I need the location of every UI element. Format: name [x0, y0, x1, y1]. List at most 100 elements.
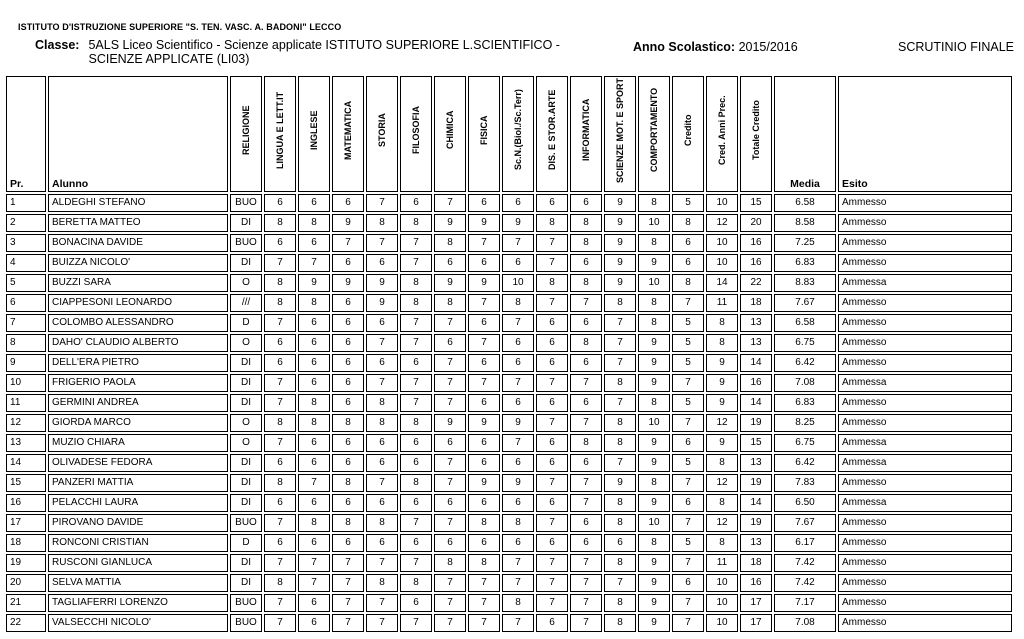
cell-inglese: 8 — [298, 414, 330, 432]
cell-fisica: 6 — [468, 354, 500, 372]
cell-media: 7.67 — [774, 294, 836, 312]
school-name-header: ISTITUTO D'ISTRUZIONE SUPERIORE "S. TEN.… — [18, 22, 342, 32]
cell-credito: 7 — [672, 594, 704, 612]
cell-pr: 5 — [6, 274, 46, 292]
student-row: 3 BONACINA DAVIDE BUO 6 6 7 7 7 8 7 7 7 8 9 8 6 10 16 7.25… — [6, 234, 1012, 252]
cell-esito: Ammessa — [838, 434, 1012, 452]
cell-fisica: 7 — [468, 234, 500, 252]
cell-pr: 12 — [6, 414, 46, 432]
column-header-label-storia: STORIA — [377, 113, 387, 147]
cell-scienze-mot-e-sport: 7 — [604, 454, 636, 472]
cell-alunno: FRIGERIO PAOLA — [48, 374, 228, 392]
cell-filosofia: 7 — [400, 254, 432, 272]
cell-informatica: 6 — [570, 314, 602, 332]
cell-storia: 8 — [366, 394, 398, 412]
cell-chimica: 9 — [434, 214, 466, 232]
cell-alunno: RUSCONI GIANLUCA — [48, 554, 228, 572]
cell-media: 6.17 — [774, 534, 836, 552]
cell-scienze-mot-e-sport: 8 — [604, 434, 636, 452]
cell-comportamento: 8 — [638, 194, 670, 212]
cell-credito: 6 — [672, 574, 704, 592]
cell-filosofia: 6 — [400, 494, 432, 512]
cell-religione: BUO — [230, 234, 262, 252]
cell-esito: Ammesso — [838, 594, 1012, 612]
cell-religione: DI — [230, 554, 262, 572]
cell-media: 7.67 — [774, 514, 836, 532]
school-year-label: Anno Scolastico: — [633, 40, 736, 54]
student-row: 11 GERMINI ANDREA DI 7 8 6 8 7 7 6 6 6 6 7 8 5 9 14 6.83 Am… — [6, 394, 1012, 412]
cell-inglese: 6 — [298, 454, 330, 472]
column-header-label-filosofia: FILOSOFIA — [411, 106, 421, 154]
cell-chimica: 6 — [434, 534, 466, 552]
cell-sc-n-biol-sc-terr: 7 — [502, 434, 534, 452]
cell-dis-e-stor-arte: 7 — [536, 414, 568, 432]
cell-media: 7.42 — [774, 554, 836, 572]
column-header-label-dis-e-stor-arte: DIS. E STOR.ARTE — [547, 89, 557, 171]
cell-credito: 7 — [672, 474, 704, 492]
cell-pr: 13 — [6, 434, 46, 452]
cell-cred-anni-prec: 11 — [706, 294, 738, 312]
cell-credito: 7 — [672, 554, 704, 572]
cell-alunno: BERETTA MATTEO — [48, 214, 228, 232]
cell-religione: BUO — [230, 514, 262, 532]
cell-filosofia: 7 — [400, 554, 432, 572]
cell-chimica: 7 — [434, 354, 466, 372]
cell-lingua-e-lett-it: 7 — [264, 254, 296, 272]
cell-sc-n-biol-sc-terr: 7 — [502, 614, 534, 632]
cell-media: 6.75 — [774, 434, 836, 452]
cell-inglese: 8 — [298, 514, 330, 532]
cell-filosofia: 8 — [400, 294, 432, 312]
cell-totale-credito: 14 — [740, 494, 772, 512]
cell-storia: 9 — [366, 274, 398, 292]
cell-informatica: 6 — [570, 194, 602, 212]
cell-filosofia: 6 — [400, 194, 432, 212]
cell-alunno: OLIVADESE FEDORA — [48, 454, 228, 472]
cell-scienze-mot-e-sport: 8 — [604, 494, 636, 512]
cell-esito: Ammesso — [838, 194, 1012, 212]
student-row: 13 MUZIO CHIARA O 7 6 6 6 6 6 6 7 6 8 8 9 6 9 15 6.75 Ammes… — [6, 434, 1012, 452]
cell-lingua-e-lett-it: 7 — [264, 434, 296, 452]
cell-esito: Ammesso — [838, 314, 1012, 332]
cell-credito: 7 — [672, 294, 704, 312]
cell-filosofia: 6 — [400, 534, 432, 552]
cell-dis-e-stor-arte: 6 — [536, 614, 568, 632]
cell-cred-anni-prec: 12 — [706, 414, 738, 432]
cell-media: 6.58 — [774, 194, 836, 212]
cell-pr: 3 — [6, 234, 46, 252]
column-header-credito: Credito — [672, 76, 704, 192]
cell-lingua-e-lett-it: 7 — [264, 614, 296, 632]
cell-sc-n-biol-sc-terr: 6 — [502, 254, 534, 272]
cell-totale-credito: 16 — [740, 374, 772, 392]
cell-dis-e-stor-arte: 6 — [536, 394, 568, 412]
cell-sc-n-biol-sc-terr: 8 — [502, 514, 534, 532]
cell-alunno: PIROVANO DAVIDE — [48, 514, 228, 532]
cell-fisica: 7 — [468, 614, 500, 632]
cell-credito: 7 — [672, 374, 704, 392]
cell-cred-anni-prec: 8 — [706, 494, 738, 512]
cell-esito: Ammesso — [838, 254, 1012, 272]
cell-sc-n-biol-sc-terr: 7 — [502, 574, 534, 592]
cell-religione: DI — [230, 494, 262, 512]
cell-credito: 7 — [672, 614, 704, 632]
cell-scienze-mot-e-sport: 7 — [604, 394, 636, 412]
cell-totale-credito: 13 — [740, 334, 772, 352]
cell-media: 7.25 — [774, 234, 836, 252]
cell-inglese: 8 — [298, 214, 330, 232]
cell-scienze-mot-e-sport: 7 — [604, 314, 636, 332]
cell-comportamento: 8 — [638, 314, 670, 332]
student-row: 12 GIORDA MARCO O 8 8 8 8 8 9 9 9 7 7 8 10 7 12 19 8.25 Amm… — [6, 414, 1012, 432]
cell-lingua-e-lett-it: 7 — [264, 394, 296, 412]
cell-storia: 6 — [366, 454, 398, 472]
table-body: 1 ALDEGHI STEFANO BUO 6 6 6 7 6 7 6 6 6 6 9 8 5 10 15 6.58… — [6, 194, 1012, 632]
cell-lingua-e-lett-it: 8 — [264, 574, 296, 592]
cell-media: 7.17 — [774, 594, 836, 612]
cell-pr: 10 — [6, 374, 46, 392]
cell-totale-credito: 14 — [740, 394, 772, 412]
cell-esito: Ammessa — [838, 454, 1012, 472]
cell-inglese: 8 — [298, 294, 330, 312]
cell-comportamento: 8 — [638, 394, 670, 412]
cell-chimica: 8 — [434, 294, 466, 312]
cell-storia: 7 — [366, 194, 398, 212]
cell-cred-anni-prec: 10 — [706, 254, 738, 272]
